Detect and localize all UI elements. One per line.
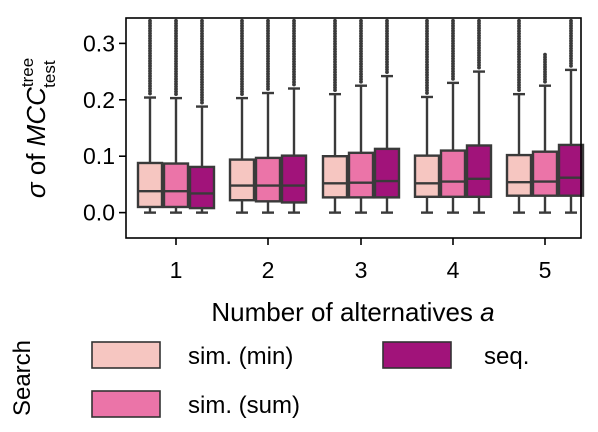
x-axis-label-prefix: Number of alternatives xyxy=(211,297,480,327)
box-sim-sum-5 xyxy=(531,52,559,214)
outlier-point xyxy=(292,18,296,23)
box-iqr xyxy=(557,143,585,197)
outlier-point xyxy=(477,18,481,23)
box-iqr xyxy=(413,154,441,199)
box-iqr xyxy=(373,147,401,199)
box-sim-sum-3 xyxy=(347,18,375,214)
outlier-point xyxy=(266,18,270,23)
box-sim-min-3 xyxy=(321,18,349,214)
legend-label: sim. (sum) xyxy=(188,392,300,419)
box-sim-sum-2 xyxy=(254,18,282,214)
outlier-point xyxy=(240,18,244,23)
y-tick-label: 0.2 xyxy=(83,87,115,113)
outlier-point xyxy=(517,18,521,23)
plot-frame xyxy=(125,17,582,239)
y-axis-label-superscript: tree xyxy=(18,58,37,87)
box-iqr xyxy=(531,150,559,197)
outlier-point xyxy=(333,18,337,23)
box-iqr xyxy=(280,154,308,204)
plot-area xyxy=(136,18,585,214)
box-sim-sum-4 xyxy=(439,18,467,214)
y-tick-label: 0.3 xyxy=(83,30,115,56)
x-axis-label-variable: a xyxy=(480,297,494,327)
box-sim-min-5 xyxy=(505,18,533,214)
x-axis: 1 2 3 4 5 xyxy=(170,238,552,283)
box-sim-min-1 xyxy=(136,18,164,214)
x-tick-label: 5 xyxy=(539,257,552,283)
box-iqr xyxy=(439,149,467,199)
x-tick-label: 4 xyxy=(447,257,460,283)
legend-swatch xyxy=(382,341,452,369)
y-axis-label: σ of MCCtree test xyxy=(18,58,59,198)
box-iqr xyxy=(228,158,256,202)
outlier-point xyxy=(359,18,363,23)
y-axis-label-mcc: MCC xyxy=(21,87,51,146)
outlier-point xyxy=(200,18,204,23)
outlier-point xyxy=(569,18,573,23)
legend-swatch xyxy=(91,341,161,369)
box-iqr xyxy=(254,156,282,203)
box-iqr xyxy=(321,155,349,199)
box-iqr xyxy=(347,151,375,199)
box-seq-1 xyxy=(188,18,216,214)
outlier-point xyxy=(174,18,178,23)
outlier-point xyxy=(543,52,547,57)
y-axis-label-sigma: σ xyxy=(21,181,51,198)
box-seq-2 xyxy=(280,18,308,214)
x-tick-label: 3 xyxy=(355,257,368,283)
x-tick-label: 2 xyxy=(262,257,275,283)
x-tick-label: 1 xyxy=(170,257,183,283)
outlier-point xyxy=(385,18,389,23)
y-axis-label-of: of xyxy=(21,146,51,182)
box-seq-4 xyxy=(465,18,493,214)
box-sim-min-4 xyxy=(413,18,441,214)
x-axis-label: Number of alternatives a xyxy=(211,297,494,327)
outlier-point xyxy=(451,18,455,23)
legend-label: seq. xyxy=(484,343,529,370)
box-sim-min-2 xyxy=(228,18,256,214)
y-tick-label: 0.1 xyxy=(83,143,115,169)
box-seq-3 xyxy=(373,18,401,214)
y-axis: 0.0 0.1 0.2 0.3 xyxy=(83,30,126,226)
y-tick-label: 0.0 xyxy=(83,200,115,226)
box-iqr xyxy=(505,153,533,197)
outlier-point xyxy=(148,18,152,23)
box-iqr xyxy=(188,165,216,210)
box-iqr xyxy=(136,161,164,209)
legend-label: sim. (min) xyxy=(188,343,293,370)
box-sim-sum-1 xyxy=(162,18,190,214)
legend: sim. (min) sim. (sum) seq. xyxy=(91,341,529,419)
outlier-point xyxy=(425,18,429,23)
box-iqr xyxy=(162,162,190,209)
legend-title: Search xyxy=(9,340,36,416)
y-axis-label-subscript: test xyxy=(40,60,59,88)
box-seq-5 xyxy=(557,18,585,214)
legend-swatch xyxy=(91,390,161,418)
box-iqr xyxy=(465,144,493,199)
